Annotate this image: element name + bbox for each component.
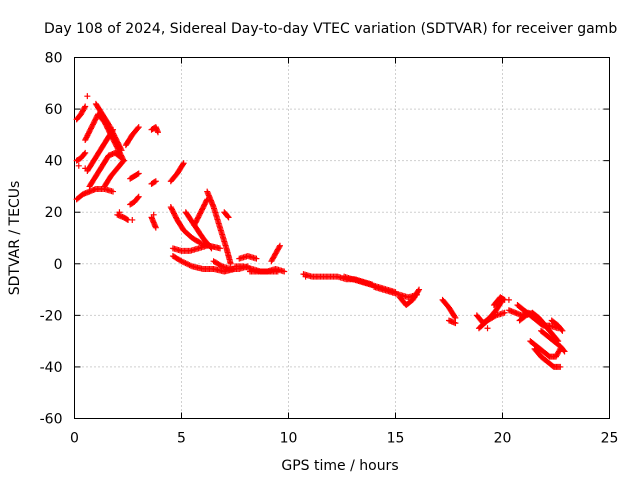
data-point (224, 213, 231, 220)
data-point (558, 326, 565, 333)
data-point (505, 296, 512, 303)
y-tick-label: -40 (40, 360, 63, 376)
plot-frame (74, 57, 610, 419)
x-tick-labels: 0 5 10 15 20 25 (70, 431, 618, 447)
data-point (452, 320, 459, 327)
y-axis-label: SDTVAR / TECUs (7, 181, 23, 296)
y-tick-label: 20 (45, 205, 63, 221)
data-point (501, 309, 508, 316)
data-point (75, 162, 82, 169)
data-point (123, 216, 130, 223)
y-tick-label: 60 (45, 102, 63, 118)
data-point (208, 245, 215, 252)
data-point (182, 260, 189, 267)
axis-ticks (74, 57, 610, 419)
data-point (416, 286, 423, 293)
data-point (185, 261, 192, 268)
y-tick-label: -60 (40, 412, 63, 428)
data-point (81, 150, 88, 157)
data-point (118, 147, 125, 154)
data-point (207, 244, 214, 251)
data-point (154, 129, 161, 136)
data-point (253, 255, 260, 262)
x-tick-label: 10 (280, 431, 298, 447)
data-point (276, 242, 283, 249)
data-point (152, 178, 159, 185)
data-point (129, 216, 136, 223)
data-point (557, 363, 564, 370)
data-point (560, 347, 567, 354)
x-tick-label: 5 (177, 431, 186, 447)
data-point (116, 209, 123, 216)
chart-title: Day 108 of 2024, Sidereal Day-to-day VTE… (44, 21, 617, 37)
data-point (117, 154, 124, 161)
sdtvar-series (73, 93, 568, 370)
data-point (217, 262, 224, 269)
data-point (500, 296, 507, 303)
data-point (134, 171, 141, 178)
y-tick-label: 40 (45, 154, 63, 170)
data-point (82, 165, 89, 172)
data-point (150, 211, 157, 218)
data-point (152, 224, 159, 231)
data-point (82, 149, 89, 156)
y-tick-label: 80 (45, 51, 63, 67)
data-point (196, 239, 203, 246)
data-point (217, 245, 224, 252)
x-tick-label: 20 (494, 431, 512, 447)
data-point (151, 178, 158, 185)
x-tick-label: 15 (387, 431, 405, 447)
y-tick-label: 0 (54, 257, 63, 273)
data-point (120, 157, 127, 164)
data-point (82, 103, 89, 110)
data-point (451, 313, 458, 320)
data-point (227, 260, 234, 267)
y-tick-label: -20 (40, 308, 63, 324)
data-point (225, 214, 232, 221)
data-point (186, 262, 193, 269)
data-point (178, 258, 185, 265)
data-point (81, 104, 88, 111)
grid (74, 57, 610, 419)
data-point (180, 160, 187, 167)
data-point (181, 259, 188, 266)
data-point (561, 348, 568, 355)
data-point (183, 260, 190, 267)
x-tick-label: 25 (601, 431, 619, 447)
data-point (117, 146, 124, 153)
y-tick-labels: -60 -40 -20 0 20 40 60 80 (40, 51, 63, 428)
x-axis-label: GPS time / hours (281, 458, 398, 474)
data-point (276, 244, 283, 251)
data-point (135, 193, 142, 200)
data-point (119, 158, 126, 165)
data-point (484, 325, 491, 332)
data-point (110, 188, 117, 195)
data-point (281, 268, 288, 275)
data-point (415, 287, 422, 294)
data-point (559, 327, 566, 334)
data-point (134, 194, 141, 201)
data-point (134, 125, 141, 132)
data-point (84, 93, 91, 100)
data-point (491, 313, 498, 320)
data-point (179, 258, 186, 265)
x-tick-label: 0 (70, 431, 79, 447)
data-point (135, 124, 142, 131)
data-point (302, 273, 309, 280)
data-point (187, 262, 194, 269)
data-point (179, 161, 186, 168)
data-point (135, 170, 142, 177)
data-point (452, 314, 459, 321)
